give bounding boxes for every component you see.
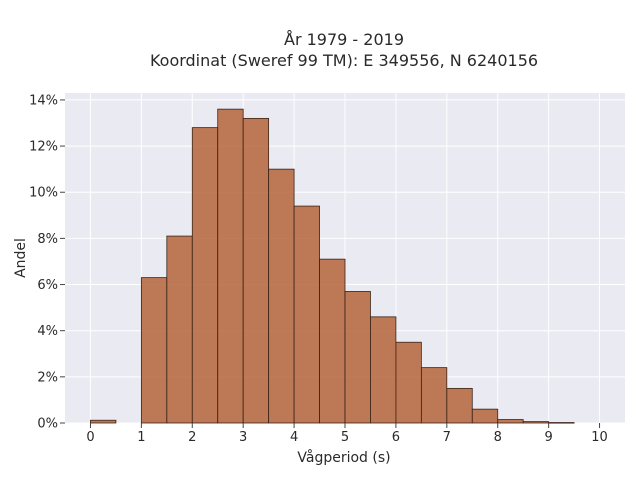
x-tick-label: 9 <box>544 430 552 445</box>
histogram-bar <box>293 205 320 424</box>
x-axis-ticks: 0 1 2 3 4 5 6 7 8 9 10 <box>86 423 608 445</box>
histogram-bar <box>522 421 550 424</box>
histogram-bar <box>268 168 295 424</box>
histogram-bar <box>446 387 473 424</box>
histogram-bar <box>420 367 448 424</box>
histogram-bar <box>140 277 168 424</box>
y-tick-label: 2% <box>37 370 58 385</box>
histogram-bar <box>548 422 575 424</box>
y-tick-label: 6% <box>37 278 58 293</box>
histogram-bar <box>242 117 270 424</box>
histogram-bar <box>166 235 193 424</box>
histogram-bar <box>191 127 219 424</box>
histogram-bar <box>395 341 422 424</box>
histogram-bar <box>217 108 244 424</box>
y-axis-ticks: 0% 2% 4% 6% 8% 10% 12% 14% <box>29 93 65 432</box>
bars <box>90 108 575 424</box>
x-axis-label: Vågperiod (s) <box>297 449 390 466</box>
x-tick-label: 3 <box>239 430 247 445</box>
chart-title-line-2: Koordinat (Sweref 99 TM): E 349556, N 62… <box>150 51 538 70</box>
y-tick-label: 8% <box>37 232 58 247</box>
histogram-bar <box>344 291 371 424</box>
histogram-bar <box>90 419 117 424</box>
y-tick-label: 0% <box>37 417 58 432</box>
y-tick-label: 14% <box>29 93 58 108</box>
histogram-bar <box>471 408 499 424</box>
y-tick-label: 10% <box>29 186 58 201</box>
y-tick-label: 12% <box>29 140 58 155</box>
x-tick-label: 2 <box>188 430 196 445</box>
x-tick-label: 5 <box>341 430 349 445</box>
y-tick-label: 4% <box>37 324 58 339</box>
histogram-bar <box>319 258 346 424</box>
histogram-bar <box>370 316 397 424</box>
chart-title-line-1: År 1979 - 2019 <box>284 30 404 49</box>
x-tick-label: 8 <box>494 430 502 445</box>
histogram-bar <box>497 419 524 424</box>
x-tick-label: 4 <box>290 430 298 445</box>
x-tick-label: 10 <box>591 430 608 445</box>
x-tick-label: 7 <box>443 430 451 445</box>
y-axis-label: Andel <box>13 238 29 278</box>
x-tick-label: 6 <box>392 430 400 445</box>
x-tick-label: 1 <box>137 430 145 445</box>
x-tick-label: 0 <box>86 430 94 445</box>
